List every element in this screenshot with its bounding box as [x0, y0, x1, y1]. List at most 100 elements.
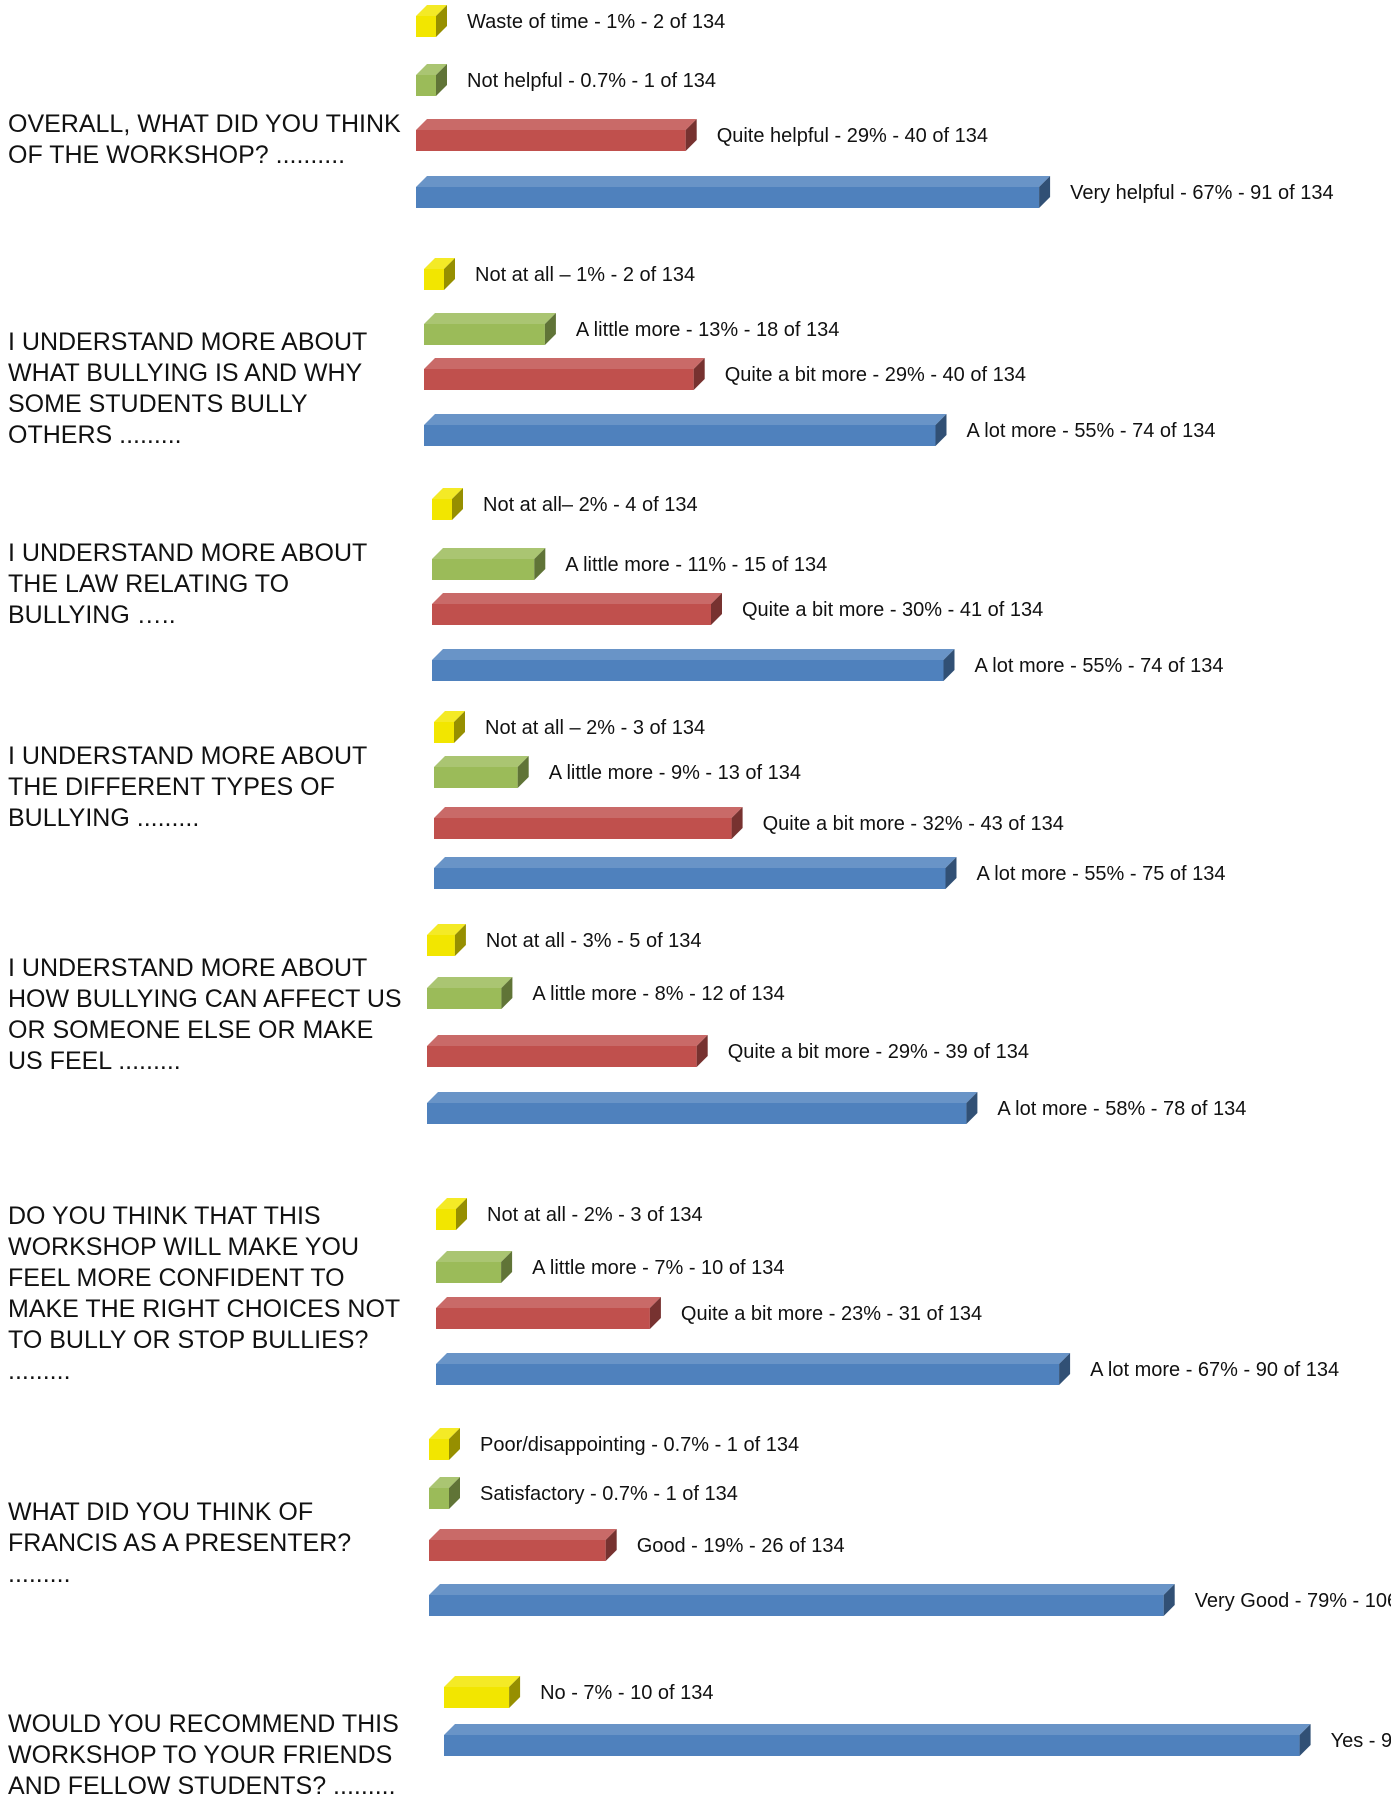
- bar-top: [434, 857, 957, 868]
- bar-side: [731, 807, 743, 839]
- bar-3-1: Not at all– 2% - 4 of 134: [432, 488, 698, 520]
- bar-side: [517, 756, 529, 788]
- bar-1-3: Quite helpful - 29% - 40 of 134: [416, 119, 988, 151]
- chart-8: No - 7% - 10 of 134 Yes - 92% - 124 of 13…: [444, 1676, 1391, 1756]
- bar-front: [427, 1103, 967, 1124]
- bar-label: A little more - 11% - 15 of 134: [565, 554, 827, 576]
- bar-front: [444, 1687, 510, 1708]
- bar-label: A lot more - 55% - 75 of 134: [977, 863, 1226, 885]
- bar-top: [432, 488, 463, 499]
- question-3-title: I UNDERSTAND MORE ABOUT THE LAW RELATING…: [8, 539, 367, 629]
- bar-6-1: Not at all - 2% - 3 of 134: [436, 1198, 703, 1230]
- bar-front: [416, 75, 436, 96]
- bar-top: [436, 1198, 467, 1209]
- bar-charts-svg: Waste of time - 1% - 2 of 134 Not helpful…: [416, 5, 1391, 1756]
- bar-5-2: A little more - 8% - 12 of 134: [427, 977, 785, 1009]
- bar-side: [454, 711, 465, 743]
- bar-label: Quite a bit more - 32% - 43 of 134: [763, 813, 1064, 835]
- bar-label: Not helpful - 0.7% - 1 of 134: [467, 70, 716, 92]
- bar-top: [434, 711, 465, 722]
- bar-2-4: A lot more - 55% - 74 of 134: [424, 414, 1216, 446]
- bar-top: [434, 756, 529, 767]
- bar-3-3: Quite a bit more - 30% - 41 of 134: [432, 593, 1043, 625]
- bar-label: Not at all - 3% - 5 of 134: [486, 930, 702, 952]
- chart-6: Not at all - 2% - 3 of 134 A little more …: [436, 1198, 1339, 1385]
- bar-front: [424, 425, 936, 446]
- bar-label: A little more - 8% - 12 of 134: [532, 983, 784, 1005]
- chart-1: Waste of time - 1% - 2 of 134 Not helpful…: [416, 5, 1334, 208]
- bar-front: [416, 187, 1040, 208]
- chart-3: Not at all– 2% - 4 of 134 A little more -…: [432, 488, 1224, 681]
- bar-label: A little more - 9% - 13 of 134: [549, 762, 801, 784]
- bar-8-1: No - 7% - 10 of 134: [444, 1676, 714, 1708]
- bar-front: [416, 130, 686, 151]
- survey-charts: OVERALL, WHAT DID YOU THINK OF THE WORKS…: [8, 5, 1391, 1800]
- bar-side: [509, 1676, 521, 1708]
- bar-label: A lot more - 67% - 90 of 134: [1090, 1359, 1339, 1381]
- bar-label: Waste of time - 1% - 2 of 134: [467, 11, 725, 33]
- bar-5-1: Not at all - 3% - 5 of 134: [427, 924, 702, 956]
- bar-label: Quite helpful - 29% - 40 of 134: [717, 125, 988, 147]
- bar-label: Not at all– 2% - 4 of 134: [483, 494, 698, 516]
- bar-side: [436, 64, 447, 96]
- bar-top: [432, 548, 546, 559]
- bar-label: A lot more - 58% - 78 of 134: [997, 1098, 1246, 1120]
- bar-label: Poor/disappointing - 0.7% - 1 of 134: [480, 1434, 799, 1456]
- bar-side: [945, 857, 957, 889]
- bar-top: [429, 1584, 1175, 1595]
- bar-front: [444, 1735, 1300, 1756]
- bar-front: [432, 499, 452, 520]
- bar-side: [1163, 1584, 1175, 1616]
- bar-front: [436, 1364, 1060, 1385]
- bar-1-1: Waste of time - 1% - 2 of 134: [416, 5, 725, 37]
- bar-top: [444, 1724, 1311, 1735]
- question-1-title: OVERALL, WHAT DID YOU THINK OF THE WORKS…: [8, 110, 401, 169]
- bar-6-3: Quite a bit more - 23% - 31 of 134: [436, 1297, 982, 1329]
- bar-front: [424, 369, 694, 390]
- bar-8-2: Yes - 92% - 124 of 134: [444, 1724, 1391, 1756]
- bar-1-2: Not helpful - 0.7% - 1 of 134: [416, 64, 716, 96]
- bar-front: [436, 1262, 502, 1283]
- bar-side: [1059, 1353, 1071, 1385]
- bar-side: [444, 258, 455, 290]
- chart-7: Poor/disappointing - 0.7% - 1 of 134 Sati…: [429, 1428, 1391, 1616]
- question-2-title: I UNDERSTAND MORE ABOUT WHAT BULLYING IS…: [8, 328, 367, 449]
- bar-3-4: A lot more - 55% - 74 of 134: [432, 649, 1224, 681]
- bar-7-4: Very Good - 79% - 106 of 134: [429, 1584, 1391, 1616]
- bar-6-2: A little more - 7% - 10 of 134: [436, 1251, 784, 1283]
- bar-label: Very Good - 79% - 106 of 134: [1195, 1590, 1391, 1612]
- bar-top: [424, 358, 705, 369]
- bar-side: [1299, 1724, 1311, 1756]
- bar-4-2: A little more - 9% - 13 of 134: [434, 756, 801, 788]
- bar-side: [534, 548, 546, 580]
- bar-label: Quite a bit more - 29% - 40 of 134: [725, 364, 1026, 386]
- bar-front: [424, 324, 545, 345]
- bar-top: [436, 1353, 1071, 1364]
- chart-4: Not at all – 2% - 3 of 134 A little more …: [434, 711, 1226, 889]
- bar-top: [416, 5, 447, 16]
- bar-1-4: Very helpful - 67% - 91 of 134: [416, 176, 1334, 208]
- bar-4-1: Not at all – 2% - 3 of 134: [434, 711, 705, 743]
- bar-side: [605, 1529, 617, 1561]
- bar-front: [434, 767, 518, 788]
- bar-side: [452, 488, 463, 520]
- bar-front: [429, 1439, 449, 1460]
- bar-7-1: Poor/disappointing - 0.7% - 1 of 134: [429, 1428, 799, 1460]
- bar-side: [454, 924, 466, 956]
- bar-front: [427, 988, 502, 1009]
- bar-top: [432, 649, 955, 660]
- bar-top: [429, 1477, 460, 1488]
- bar-label: Good - 19% - 26 of 134: [637, 1535, 845, 1557]
- bar-label: A little more - 13% - 18 of 134: [576, 319, 839, 341]
- question-4-title: I UNDERSTAND MORE ABOUT THE DIFFERENT TY…: [8, 742, 367, 832]
- bar-top: [427, 924, 466, 935]
- bar-top: [424, 258, 455, 269]
- bar-side: [436, 5, 447, 37]
- chart-2: Not at all – 1% - 2 of 134 A little more …: [424, 258, 1216, 446]
- bar-label: A little more - 7% - 10 of 134: [532, 1257, 784, 1279]
- bar-6-4: A lot more - 67% - 90 of 134: [436, 1353, 1339, 1385]
- bar-side: [544, 313, 556, 345]
- bar-top: [444, 1676, 521, 1687]
- bar-top: [436, 1251, 513, 1262]
- bar-top: [427, 977, 513, 988]
